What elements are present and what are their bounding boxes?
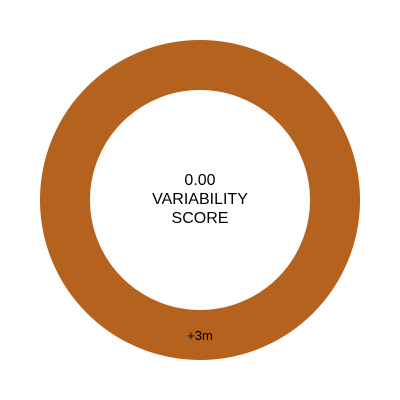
score-label-line1: VARIABILITY (152, 191, 248, 208)
segment-label: +3m (187, 328, 213, 343)
score-label-line2: SCORE (171, 210, 229, 227)
score-value: 0.00 (184, 172, 216, 189)
gauge-center: 0.00 VARIABILITY SCORE (100, 171, 300, 228)
ring-segment (40, 40, 360, 360)
